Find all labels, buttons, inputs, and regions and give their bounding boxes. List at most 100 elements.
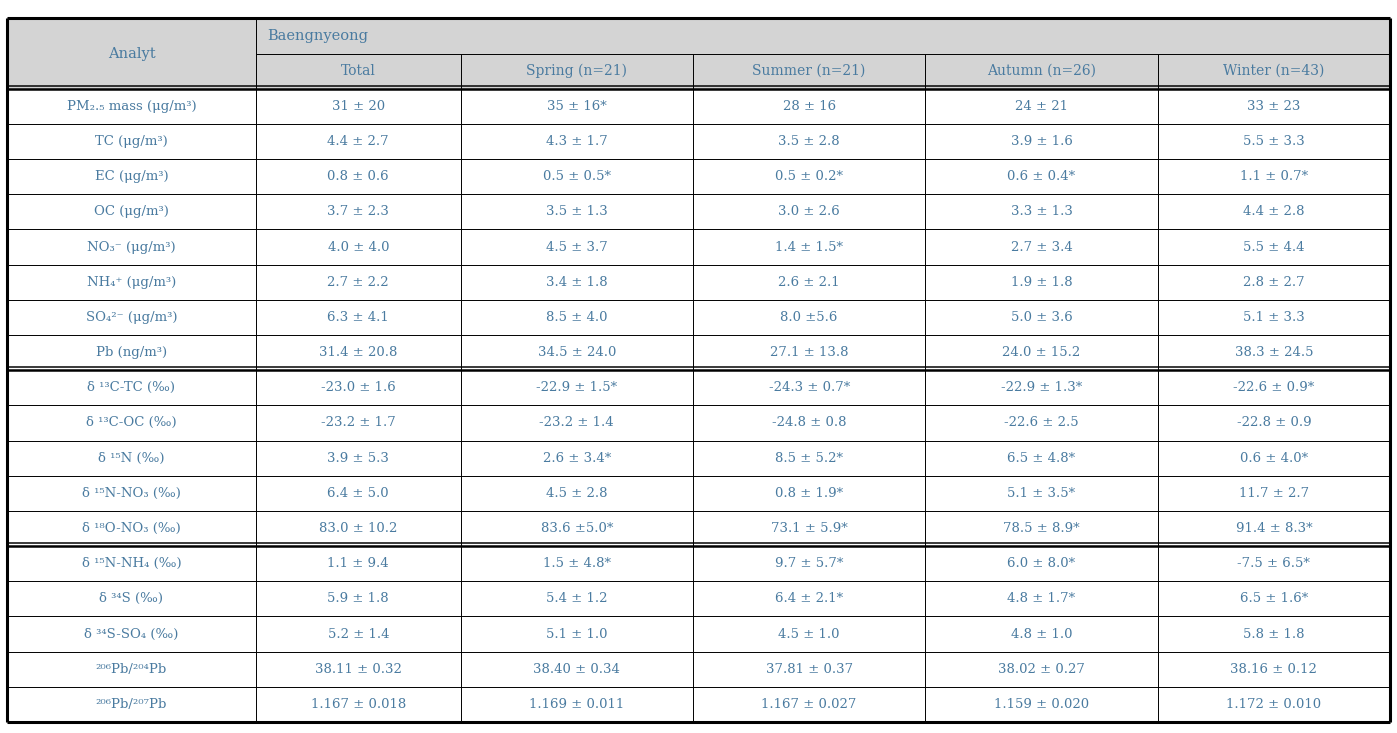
Text: 91.4 ± 8.3*: 91.4 ± 8.3* bbox=[1235, 522, 1312, 535]
Text: 1.172 ± 0.010: 1.172 ± 0.010 bbox=[1227, 698, 1322, 711]
Text: 37.81 ± 0.37: 37.81 ± 0.37 bbox=[766, 663, 852, 676]
Text: 3.0 ± 2.6: 3.0 ± 2.6 bbox=[778, 205, 840, 218]
Text: 6.3 ± 4.1: 6.3 ± 4.1 bbox=[327, 311, 390, 324]
Text: δ ¹⁵N-NH₄ (‰): δ ¹⁵N-NH₄ (‰) bbox=[81, 557, 182, 570]
Text: 35 ± 16*: 35 ± 16* bbox=[546, 100, 606, 113]
Text: 8.0 ±5.6: 8.0 ±5.6 bbox=[781, 311, 838, 324]
Text: 24.0 ± 15.2: 24.0 ± 15.2 bbox=[1003, 346, 1081, 359]
Text: 4.8 ± 1.0: 4.8 ± 1.0 bbox=[1011, 627, 1073, 641]
Text: -22.6 ± 2.5: -22.6 ± 2.5 bbox=[1004, 416, 1078, 430]
Text: 28 ± 16: 28 ± 16 bbox=[782, 100, 835, 113]
Text: 5.2 ± 1.4: 5.2 ± 1.4 bbox=[327, 627, 388, 641]
Text: 4.0 ± 4.0: 4.0 ± 4.0 bbox=[327, 240, 388, 254]
Text: δ ¹⁵N-NO₃ (‰): δ ¹⁵N-NO₃ (‰) bbox=[82, 487, 180, 500]
Text: 38.40 ± 0.34: 38.40 ± 0.34 bbox=[534, 663, 620, 676]
Text: ²⁰⁶Pb/²⁰⁷Pb: ²⁰⁶Pb/²⁰⁷Pb bbox=[96, 698, 168, 711]
Text: -23.2 ± 1.4: -23.2 ± 1.4 bbox=[539, 416, 615, 430]
Text: TC (μg/m³): TC (μg/m³) bbox=[95, 135, 168, 148]
Text: 3.9 ± 5.3: 3.9 ± 5.3 bbox=[327, 452, 390, 465]
Text: Total: Total bbox=[341, 64, 376, 78]
Text: NO₃⁻ (μg/m³): NO₃⁻ (μg/m³) bbox=[87, 240, 176, 254]
Text: 3.3 ± 1.3: 3.3 ± 1.3 bbox=[1010, 205, 1073, 218]
Text: 38.3 ± 24.5: 38.3 ± 24.5 bbox=[1235, 346, 1313, 359]
Text: 5.1 ± 3.3: 5.1 ± 3.3 bbox=[1243, 311, 1305, 324]
Text: -22.9 ± 1.5*: -22.9 ± 1.5* bbox=[536, 381, 617, 394]
Text: 2.7 ± 2.2: 2.7 ± 2.2 bbox=[327, 276, 390, 289]
Text: 5.1 ± 1.0: 5.1 ± 1.0 bbox=[546, 627, 608, 641]
Text: 1.167 ± 0.027: 1.167 ± 0.027 bbox=[761, 698, 856, 711]
Text: SO₄²⁻ (μg/m³): SO₄²⁻ (μg/m³) bbox=[85, 311, 177, 324]
Text: δ ¹³C-OC (‰): δ ¹³C-OC (‰) bbox=[87, 416, 177, 430]
Text: δ ¹⁵N (‰): δ ¹⁵N (‰) bbox=[98, 452, 165, 465]
Text: 4.3 ± 1.7: 4.3 ± 1.7 bbox=[546, 135, 608, 148]
Text: 4.8 ± 1.7*: 4.8 ± 1.7* bbox=[1007, 592, 1076, 605]
Text: 1.159 ± 0.020: 1.159 ± 0.020 bbox=[993, 698, 1090, 711]
Text: 0.5 ± 0.2*: 0.5 ± 0.2* bbox=[775, 170, 844, 183]
Text: 3.4 ± 1.8: 3.4 ± 1.8 bbox=[546, 276, 608, 289]
Polygon shape bbox=[7, 18, 1390, 89]
Text: 1.167 ± 0.018: 1.167 ± 0.018 bbox=[310, 698, 407, 711]
Text: 5.1 ± 3.5*: 5.1 ± 3.5* bbox=[1007, 487, 1076, 500]
Text: 5.4 ± 1.2: 5.4 ± 1.2 bbox=[546, 592, 608, 605]
Text: 0.6 ± 0.4*: 0.6 ± 0.4* bbox=[1007, 170, 1076, 183]
Text: Autumn (n=26): Autumn (n=26) bbox=[988, 64, 1097, 78]
Text: δ ³⁴S-SO₄ (‰): δ ³⁴S-SO₄ (‰) bbox=[84, 627, 179, 641]
Text: 2.8 ± 2.7: 2.8 ± 2.7 bbox=[1243, 276, 1305, 289]
Text: 0.8 ± 1.9*: 0.8 ± 1.9* bbox=[775, 487, 844, 500]
Text: 2.6 ± 3.4*: 2.6 ± 3.4* bbox=[542, 452, 610, 465]
Text: Pb (ng/m³): Pb (ng/m³) bbox=[96, 346, 168, 359]
Text: 4.4 ± 2.7: 4.4 ± 2.7 bbox=[327, 135, 390, 148]
Text: 1.1 ± 0.7*: 1.1 ± 0.7* bbox=[1239, 170, 1308, 183]
Text: 38.02 ± 0.27: 38.02 ± 0.27 bbox=[997, 663, 1085, 676]
Text: 0.8 ± 0.6: 0.8 ± 0.6 bbox=[327, 170, 390, 183]
Text: 4.5 ± 3.7: 4.5 ± 3.7 bbox=[546, 240, 608, 254]
Text: 31 ± 20: 31 ± 20 bbox=[331, 100, 384, 113]
Text: 6.4 ± 5.0: 6.4 ± 5.0 bbox=[327, 487, 390, 500]
Text: 83.0 ± 10.2: 83.0 ± 10.2 bbox=[319, 522, 398, 535]
Text: δ ¹⁸O-NO₃ (‰): δ ¹⁸O-NO₃ (‰) bbox=[82, 522, 180, 535]
Text: 6.5 ± 1.6*: 6.5 ± 1.6* bbox=[1239, 592, 1308, 605]
Text: 0.6 ± 4.0*: 0.6 ± 4.0* bbox=[1239, 452, 1308, 465]
Text: Baengnyeong: Baengnyeong bbox=[267, 29, 367, 43]
Text: 1.169 ± 0.011: 1.169 ± 0.011 bbox=[529, 698, 624, 711]
Text: NH₄⁺ (μg/m³): NH₄⁺ (μg/m³) bbox=[87, 276, 176, 289]
Text: -24.8 ± 0.8: -24.8 ± 0.8 bbox=[773, 416, 847, 430]
Text: 34.5 ± 24.0: 34.5 ± 24.0 bbox=[538, 346, 616, 359]
Text: 5.5 ± 3.3: 5.5 ± 3.3 bbox=[1243, 135, 1305, 148]
Text: 38.16 ± 0.12: 38.16 ± 0.12 bbox=[1231, 663, 1317, 676]
Text: -24.3 ± 0.7*: -24.3 ± 0.7* bbox=[768, 381, 849, 394]
Text: 1.4 ± 1.5*: 1.4 ± 1.5* bbox=[775, 240, 844, 254]
Text: 4.4 ± 2.8: 4.4 ± 2.8 bbox=[1243, 205, 1305, 218]
Text: -23.2 ± 1.7: -23.2 ± 1.7 bbox=[321, 416, 395, 430]
Text: δ ¹³C-TC (‰): δ ¹³C-TC (‰) bbox=[88, 381, 176, 394]
Text: -22.8 ± 0.9: -22.8 ± 0.9 bbox=[1236, 416, 1312, 430]
Text: 4.5 ± 2.8: 4.5 ± 2.8 bbox=[546, 487, 608, 500]
Text: 73.1 ± 5.9*: 73.1 ± 5.9* bbox=[771, 522, 848, 535]
Text: Analyt: Analyt bbox=[108, 46, 155, 61]
Text: OC (μg/m³): OC (μg/m³) bbox=[94, 205, 169, 218]
Text: PM₂.₅ mass (μg/m³): PM₂.₅ mass (μg/m³) bbox=[67, 100, 196, 113]
Text: 33 ± 23: 33 ± 23 bbox=[1248, 100, 1301, 113]
Text: δ ³⁴S (‰): δ ³⁴S (‰) bbox=[99, 592, 163, 605]
Text: 6.5 ± 4.8*: 6.5 ± 4.8* bbox=[1007, 452, 1076, 465]
Text: 5.9 ± 1.8: 5.9 ± 1.8 bbox=[327, 592, 390, 605]
Text: -22.9 ± 1.3*: -22.9 ± 1.3* bbox=[1000, 381, 1083, 394]
Text: 3.5 ± 2.8: 3.5 ± 2.8 bbox=[778, 135, 840, 148]
Text: 8.5 ± 4.0: 8.5 ± 4.0 bbox=[546, 311, 608, 324]
Text: -22.6 ± 0.9*: -22.6 ± 0.9* bbox=[1234, 381, 1315, 394]
Text: Spring (n=21): Spring (n=21) bbox=[527, 64, 627, 78]
Text: 83.6 ±5.0*: 83.6 ±5.0* bbox=[541, 522, 613, 535]
Text: 0.5 ± 0.5*: 0.5 ± 0.5* bbox=[543, 170, 610, 183]
Text: 78.5 ± 8.9*: 78.5 ± 8.9* bbox=[1003, 522, 1080, 535]
Text: 9.7 ± 5.7*: 9.7 ± 5.7* bbox=[775, 557, 844, 570]
Text: 11.7 ± 2.7: 11.7 ± 2.7 bbox=[1239, 487, 1309, 500]
Text: -7.5 ± 6.5*: -7.5 ± 6.5* bbox=[1238, 557, 1310, 570]
Text: 1.1 ± 9.4: 1.1 ± 9.4 bbox=[327, 557, 390, 570]
Text: 2.7 ± 3.4: 2.7 ± 3.4 bbox=[1010, 240, 1073, 254]
Text: -23.0 ± 1.6: -23.0 ± 1.6 bbox=[321, 381, 395, 394]
Text: 3.9 ± 1.6: 3.9 ± 1.6 bbox=[1010, 135, 1073, 148]
Text: EC (μg/m³): EC (μg/m³) bbox=[95, 170, 168, 183]
Text: 5.0 ± 3.6: 5.0 ± 3.6 bbox=[1010, 311, 1073, 324]
Text: 5.8 ± 1.8: 5.8 ± 1.8 bbox=[1243, 627, 1305, 641]
Text: 6.0 ± 8.0*: 6.0 ± 8.0* bbox=[1007, 557, 1076, 570]
